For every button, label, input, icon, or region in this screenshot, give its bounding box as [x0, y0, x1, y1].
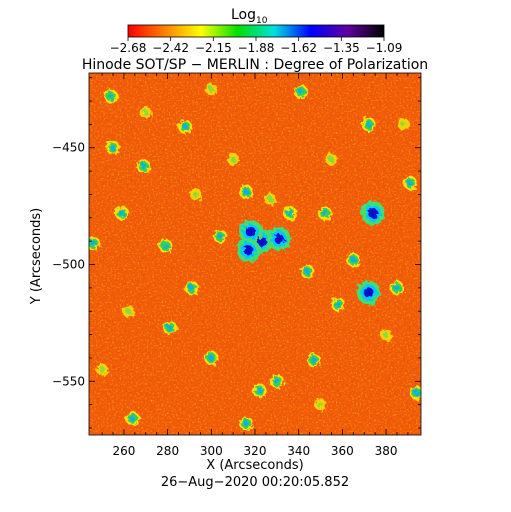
polarization-feature: [269, 374, 284, 389]
colorbar-tick-label: −2.15: [195, 41, 232, 55]
colorbar-tick-label: −1.62: [280, 41, 317, 55]
x-tick-label: 380: [375, 444, 398, 458]
x-tick-label: 280: [156, 444, 179, 458]
polarization-feature: [213, 229, 228, 244]
polarization-feature: [360, 201, 385, 226]
polarization-feature: [282, 206, 297, 221]
polarization-feature: [114, 206, 129, 221]
polarization-feature: [397, 118, 410, 131]
polarization-feature: [106, 140, 121, 155]
colorbar-tick-label: −1.88: [238, 41, 275, 55]
polarization-feature: [96, 363, 109, 376]
polarization-feature: [178, 119, 193, 134]
colorbar-bar: [127, 24, 385, 38]
colorbar-title: Log10: [231, 7, 268, 26]
polarization-feature: [239, 185, 254, 200]
polarization-feature: [361, 117, 376, 132]
polarization-feature: [306, 353, 321, 368]
y-tick-label: −500: [52, 258, 85, 272]
x-axis-label: X (Arcseconds): [206, 458, 303, 473]
polarization-feature: [252, 383, 267, 398]
polarization-feature: [139, 106, 152, 119]
polarization-feature: [204, 350, 219, 365]
x-tick-label: 360: [331, 444, 354, 458]
polarization-feature: [317, 206, 332, 221]
x-tick-label: 300: [200, 444, 223, 458]
polarization-feature: [293, 84, 308, 99]
polarization-feature: [239, 416, 254, 431]
polarization-feature: [158, 238, 173, 253]
colorbar-tick-label: −2.68: [110, 41, 147, 55]
polarization-feature: [314, 398, 327, 411]
y-axis-label: Y (Arcseconds): [29, 208, 44, 305]
polarization-feature: [325, 153, 338, 166]
polarization-feature: [238, 219, 263, 244]
y-tick-label: −550: [52, 374, 85, 388]
colorbar-tick-label: −2.42: [152, 41, 189, 55]
polarization-feature: [227, 153, 240, 166]
polarization-feature: [380, 328, 393, 341]
x-tick-label: 260: [112, 444, 135, 458]
colorbar: Log10 −2.68 −2.42 −2.15 −1.88 −1.62 −1.35 −1.0…: [110, 7, 403, 55]
polarization-feature: [346, 252, 361, 267]
chart-title: Hinode SOT/SP − MERLIN : Degree of Polar…: [82, 57, 428, 73]
polarization-feature: [190, 188, 203, 201]
polarization-feature: [300, 264, 315, 279]
x-axis: 260 280 300 320 340 360 380: [101, 73, 409, 458]
polarization-feature: [409, 385, 421, 400]
y-tick-label: −450: [52, 141, 85, 155]
heatmap-image: [89, 73, 421, 435]
timestamp: 26−Aug−2020 00:20:05.852: [161, 475, 349, 490]
polarization-feature: [403, 175, 418, 190]
polarization-feature: [136, 159, 151, 174]
polarization-feature: [122, 305, 135, 318]
colorbar-tick-label: −1.35: [323, 41, 360, 55]
polarization-feature: [89, 236, 101, 251]
x-tick-label: 340: [287, 444, 310, 458]
x-tick-label: 320: [244, 444, 267, 458]
polarization-feature: [205, 83, 218, 96]
heatmap-features: [89, 83, 421, 431]
y-axis: −450 −500 −550: [52, 77, 421, 429]
colorbar-tick-label: −1.09: [366, 41, 403, 55]
polarization-feature: [103, 89, 118, 104]
polarization-feature: [125, 411, 140, 426]
polarization-feature: [264, 193, 277, 206]
colorbar-ticks: −2.68 −2.42 −2.15 −1.88 −1.62 −1.35 −1.09: [110, 37, 403, 55]
polarization-feature: [389, 280, 404, 295]
polarization-feature: [184, 280, 199, 295]
polarization-feature: [162, 320, 177, 335]
polarization-feature: [356, 280, 381, 305]
polarization-feature: [331, 297, 345, 312]
polarization-feature: [267, 226, 292, 251]
polarization-feature: [236, 238, 261, 263]
